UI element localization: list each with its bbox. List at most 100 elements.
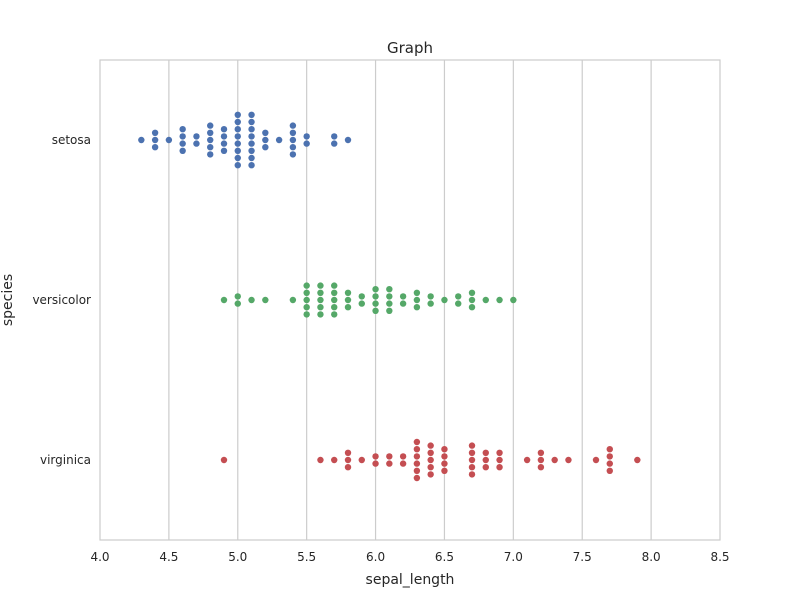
data-point xyxy=(372,300,379,307)
x-tick-label: 5.5 xyxy=(297,550,316,564)
data-point xyxy=(151,144,159,151)
data-point xyxy=(303,296,310,304)
data-point xyxy=(606,453,613,460)
data-point xyxy=(317,304,324,311)
data-point xyxy=(372,460,379,467)
data-point xyxy=(317,289,324,296)
data-point xyxy=(234,140,241,147)
data-point xyxy=(441,446,448,453)
plot-frame xyxy=(99,59,721,541)
data-point xyxy=(606,460,613,467)
data-point xyxy=(413,304,421,311)
x-tick-label: 8.5 xyxy=(710,550,729,564)
data-point xyxy=(289,136,297,144)
data-point xyxy=(234,133,241,140)
data-point xyxy=(303,282,310,289)
x-tick-label: 5.0 xyxy=(228,550,247,564)
grid xyxy=(168,60,652,540)
data-point xyxy=(399,453,407,460)
data-point xyxy=(386,300,393,307)
data-point xyxy=(317,311,324,318)
data-point xyxy=(207,144,214,151)
data-point xyxy=(207,129,214,136)
data-point xyxy=(372,453,379,460)
data-point xyxy=(331,296,338,304)
data-point xyxy=(413,296,421,304)
data-point xyxy=(441,453,448,460)
data-point xyxy=(151,129,159,136)
data-point xyxy=(413,438,421,446)
data-point xyxy=(248,140,255,147)
data-point xyxy=(289,151,297,158)
data-point xyxy=(496,456,503,464)
data-point xyxy=(413,460,421,467)
data-point xyxy=(468,456,476,464)
y-tick-label: virginica xyxy=(40,453,91,467)
data-point xyxy=(468,464,476,471)
data-point xyxy=(413,289,421,296)
data-point xyxy=(317,456,324,464)
data-point xyxy=(372,293,379,300)
data-point xyxy=(427,449,434,456)
data-point xyxy=(413,446,421,453)
x-tick-label: 6.0 xyxy=(366,550,385,564)
data-point xyxy=(455,300,462,307)
data-point xyxy=(427,471,434,478)
data-point xyxy=(427,442,434,449)
data-point xyxy=(358,456,365,464)
data-point xyxy=(248,162,255,169)
data-point xyxy=(344,136,352,144)
data-point xyxy=(317,282,324,289)
data-point xyxy=(634,456,641,464)
data-point xyxy=(220,456,228,464)
data-point xyxy=(262,136,269,144)
data-point xyxy=(537,464,545,471)
data-point xyxy=(234,154,241,162)
data-point xyxy=(386,453,393,460)
data-point xyxy=(482,464,489,471)
data-point xyxy=(179,133,186,140)
data-point xyxy=(344,289,352,296)
data-point xyxy=(482,449,489,456)
data-point xyxy=(331,140,338,147)
data-point xyxy=(303,140,310,147)
data-point xyxy=(358,300,365,307)
x-tick-label: 4.0 xyxy=(90,550,109,564)
data-point xyxy=(220,133,228,140)
data-point xyxy=(468,289,476,296)
data-point xyxy=(331,133,338,140)
x-tick-label: 7.5 xyxy=(573,550,592,564)
data-point xyxy=(413,453,421,460)
y-axis-label: species xyxy=(0,274,16,326)
data-point xyxy=(248,111,255,119)
data-point xyxy=(234,111,241,119)
data-point xyxy=(220,147,228,154)
data-point xyxy=(537,449,545,456)
data-point xyxy=(441,296,448,304)
data-point xyxy=(248,147,255,154)
chart-title: Graph xyxy=(387,39,433,57)
data-point xyxy=(510,296,517,304)
data-point xyxy=(468,296,476,304)
data-point xyxy=(344,464,352,471)
data-point xyxy=(303,304,310,311)
data-point xyxy=(468,471,476,478)
data-point xyxy=(317,296,324,304)
data-point xyxy=(537,456,545,464)
data-point xyxy=(138,136,145,144)
data-point xyxy=(289,122,297,129)
data-point xyxy=(193,140,200,147)
data-point xyxy=(399,300,407,307)
data-point xyxy=(248,296,255,304)
data-point xyxy=(482,296,489,304)
data-point xyxy=(193,133,200,140)
data-point xyxy=(248,126,255,133)
data-point xyxy=(427,293,434,300)
data-point xyxy=(165,136,173,144)
data-point xyxy=(331,289,338,296)
data-point xyxy=(344,449,352,456)
data-point xyxy=(289,296,297,304)
data-point xyxy=(386,307,393,314)
data-point xyxy=(207,151,214,158)
data-point xyxy=(151,136,159,144)
